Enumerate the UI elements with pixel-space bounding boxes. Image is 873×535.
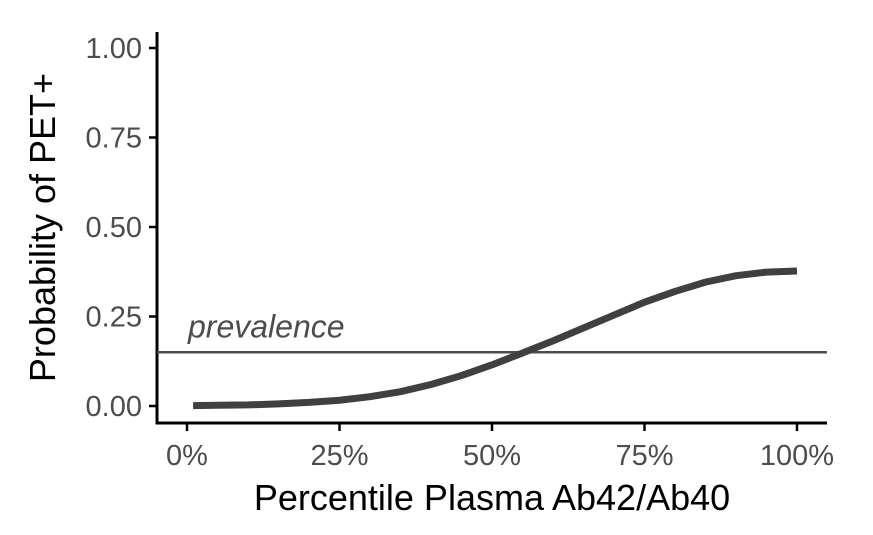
x-tick-label: 0%	[166, 440, 208, 472]
y-tick-label: 0.75	[86, 123, 142, 155]
y-axis-title: Probability of PET+	[22, 73, 63, 382]
x-tick-label: 50%	[463, 440, 521, 472]
x-ticks-group: 0% 25% 50% 75% 100%	[166, 423, 834, 472]
x-tick-label: 75%	[615, 440, 673, 472]
y-tick-label: 0.50	[86, 212, 142, 244]
y-tick-label: 1.00	[86, 33, 142, 65]
x-tick-label: 25%	[310, 440, 368, 472]
y-ticks-group: 0.00 0.25 0.50 0.75 1.00	[86, 33, 157, 423]
x-tick-label: 100%	[760, 440, 834, 472]
y-tick-label: 0.00	[86, 391, 142, 423]
prevalence-annotation: prevalence	[187, 308, 345, 344]
probability-curve	[193, 267, 798, 410]
y-tick-label: 0.25	[86, 302, 142, 334]
x-axis-title: Percentile Plasma Ab42/Ab40	[254, 477, 730, 518]
